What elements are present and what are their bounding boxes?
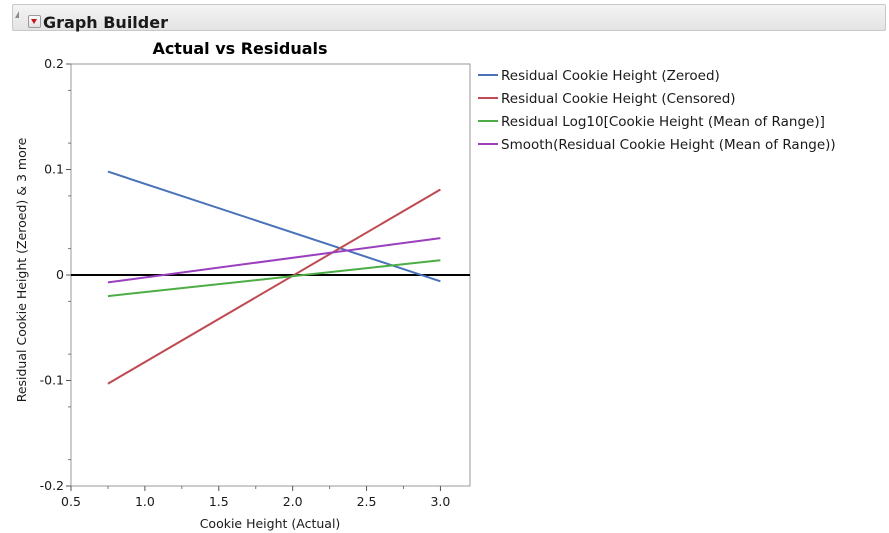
- legend-label: Residual Cookie Height (Censored): [501, 91, 736, 107]
- x-tick-label: 1.5: [209, 494, 229, 509]
- red-triangle-menu-icon[interactable]: [28, 15, 41, 28]
- platform-header: Graph Builder: [12, 4, 886, 32]
- series-line-4: [107, 237, 441, 284]
- y-axis: -0.2 -0.1 0 0.1 0.2: [40, 56, 71, 493]
- series-layer: [107, 170, 441, 385]
- x-tick-label: 0.5: [61, 494, 81, 509]
- series-line-2: [107, 188, 441, 385]
- y-tick-label: -0.2: [40, 478, 64, 493]
- legend-label: Residual Log10[Cookie Height (Mean of Ra…: [501, 114, 825, 130]
- y-tick-label: 0.2: [44, 56, 64, 71]
- legend-label: Residual Cookie Height (Zeroed): [501, 68, 720, 84]
- chart-title: Actual vs Residuals: [152, 39, 327, 58]
- x-tick-label: 2.5: [357, 494, 377, 509]
- x-tick-label: 3.0: [430, 494, 450, 509]
- y-tick-label: 0.1: [44, 162, 64, 177]
- x-axis-label: Cookie Height (Actual): [200, 516, 341, 531]
- x-tick-label: 2.0: [283, 494, 303, 509]
- x-axis: 0.5 1.0 1.5 2.0 2.5 3.0: [61, 486, 450, 509]
- y-axis-label: Residual Cookie Height (Zeroed) & 3 more: [14, 137, 29, 402]
- series-line-1: [107, 170, 441, 283]
- disclosure-triangle-icon[interactable]: [15, 11, 19, 18]
- legend-label: Smooth(Residual Cookie Height (Mean of R…: [501, 137, 836, 153]
- y-tick-label: 0: [56, 267, 64, 282]
- series-line-3: [107, 259, 441, 298]
- platform-title: Graph Builder: [43, 13, 168, 32]
- x-tick-label: 1.0: [135, 494, 155, 509]
- y-tick-label: -0.1: [40, 373, 64, 388]
- legend: Residual Cookie Height (Zeroed) Residual …: [478, 68, 836, 153]
